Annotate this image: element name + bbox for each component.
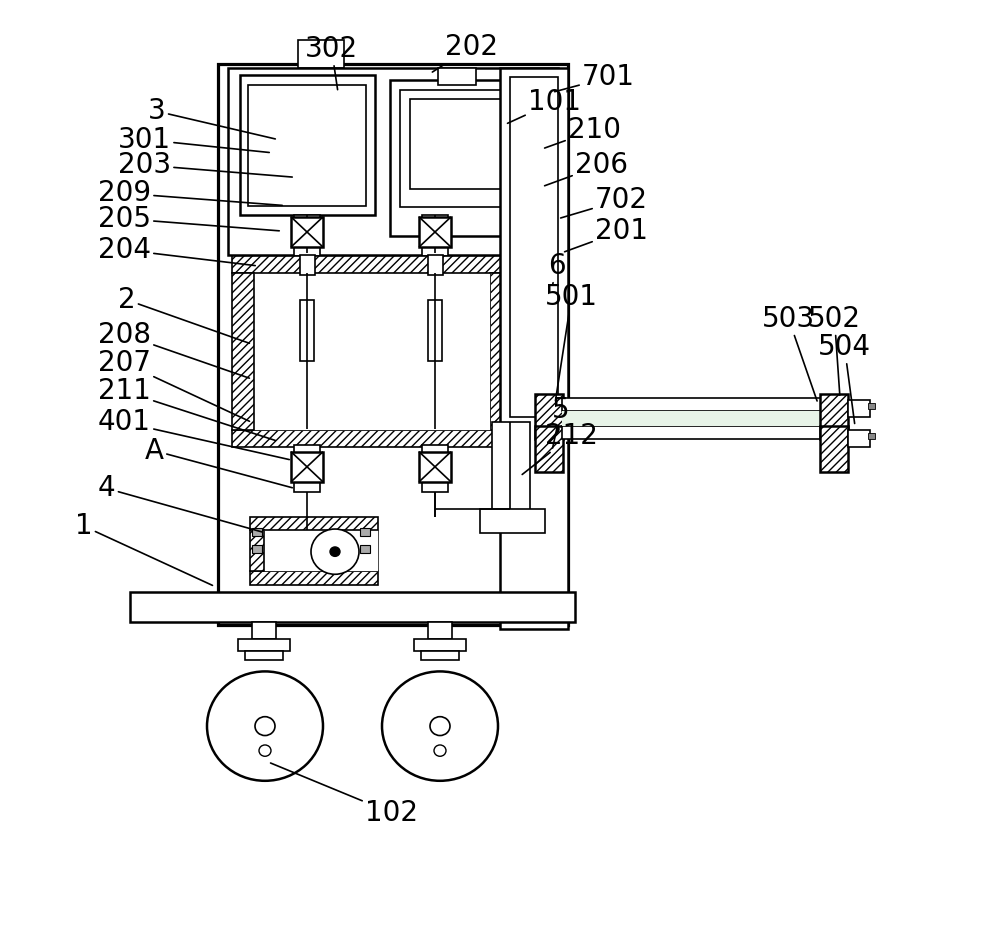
Bar bbox=[848, 430, 870, 447]
Bar bbox=[868, 433, 875, 439]
Bar bbox=[422, 445, 448, 458]
Bar bbox=[252, 545, 262, 553]
Bar bbox=[428, 255, 443, 275]
Bar bbox=[500, 68, 568, 629]
Bar bbox=[232, 430, 512, 447]
Bar bbox=[218, 64, 568, 625]
Circle shape bbox=[430, 717, 450, 736]
Bar bbox=[820, 394, 848, 439]
Text: 211: 211 bbox=[98, 377, 275, 440]
Bar bbox=[535, 426, 563, 472]
Text: 1: 1 bbox=[75, 512, 212, 586]
Text: 204: 204 bbox=[98, 236, 255, 266]
Bar bbox=[254, 273, 490, 430]
Text: 207: 207 bbox=[98, 349, 249, 422]
Bar bbox=[298, 40, 344, 68]
Bar bbox=[264, 530, 378, 571]
Text: 301: 301 bbox=[118, 125, 269, 154]
Text: 702: 702 bbox=[561, 186, 648, 218]
Bar bbox=[480, 509, 545, 533]
Text: 101: 101 bbox=[508, 88, 581, 124]
Text: A: A bbox=[145, 437, 292, 488]
Text: 502: 502 bbox=[808, 305, 861, 395]
Bar bbox=[130, 592, 575, 622]
Text: 4: 4 bbox=[98, 474, 262, 532]
Bar bbox=[390, 80, 535, 236]
Text: 504: 504 bbox=[818, 333, 871, 423]
Bar bbox=[428, 300, 442, 361]
Bar bbox=[232, 256, 512, 273]
Bar bbox=[228, 68, 558, 255]
Bar bbox=[820, 426, 848, 472]
Bar bbox=[294, 481, 320, 492]
Text: 102: 102 bbox=[271, 763, 418, 827]
Bar bbox=[250, 571, 378, 585]
Circle shape bbox=[382, 671, 498, 781]
Bar bbox=[414, 639, 466, 651]
Bar bbox=[438, 68, 476, 85]
Bar bbox=[422, 215, 448, 226]
Text: 6: 6 bbox=[548, 252, 566, 285]
Bar bbox=[360, 545, 370, 553]
Text: 209: 209 bbox=[98, 179, 282, 207]
Bar bbox=[492, 422, 530, 512]
Bar bbox=[562, 398, 822, 411]
Bar bbox=[300, 255, 315, 275]
Text: 401: 401 bbox=[98, 408, 289, 459]
Text: 201: 201 bbox=[565, 217, 648, 252]
Bar bbox=[848, 400, 870, 417]
Bar bbox=[360, 528, 370, 536]
Text: 302: 302 bbox=[305, 35, 358, 90]
Bar bbox=[250, 517, 378, 530]
Bar bbox=[294, 445, 320, 458]
Bar bbox=[400, 90, 525, 207]
Text: 210: 210 bbox=[545, 116, 621, 148]
Text: 208: 208 bbox=[98, 321, 249, 378]
Circle shape bbox=[259, 745, 271, 756]
Bar bbox=[510, 77, 558, 417]
Bar bbox=[291, 452, 323, 482]
Bar bbox=[419, 217, 451, 247]
Circle shape bbox=[434, 745, 446, 756]
Text: 202: 202 bbox=[432, 33, 498, 72]
Text: 203: 203 bbox=[118, 151, 292, 179]
Circle shape bbox=[330, 547, 340, 556]
Bar bbox=[238, 639, 290, 651]
Bar bbox=[294, 247, 320, 256]
Text: 5: 5 bbox=[552, 396, 570, 448]
Bar bbox=[232, 273, 254, 430]
Bar bbox=[562, 426, 822, 439]
Text: 212: 212 bbox=[522, 422, 598, 474]
Text: 206: 206 bbox=[545, 151, 628, 186]
Bar bbox=[562, 411, 822, 426]
Circle shape bbox=[255, 717, 275, 736]
Bar bbox=[422, 247, 448, 256]
Bar bbox=[252, 528, 262, 536]
Circle shape bbox=[311, 529, 359, 574]
Bar bbox=[422, 481, 448, 492]
Text: 2: 2 bbox=[118, 286, 249, 343]
Bar bbox=[535, 394, 563, 439]
Bar bbox=[250, 530, 264, 571]
Text: 701: 701 bbox=[555, 63, 635, 91]
Bar bbox=[410, 99, 515, 189]
Text: 503: 503 bbox=[762, 305, 817, 401]
Bar bbox=[291, 217, 323, 247]
Bar bbox=[294, 215, 320, 226]
Bar bbox=[419, 452, 451, 482]
Bar bbox=[248, 85, 366, 206]
Text: 205: 205 bbox=[98, 205, 279, 233]
Bar bbox=[300, 300, 314, 361]
Bar bbox=[421, 651, 459, 660]
Bar bbox=[868, 403, 875, 409]
Text: 501: 501 bbox=[545, 283, 598, 401]
Bar bbox=[252, 622, 276, 639]
Text: 3: 3 bbox=[148, 97, 275, 139]
Circle shape bbox=[207, 671, 323, 781]
Bar bbox=[428, 622, 452, 639]
Bar bbox=[490, 273, 512, 430]
Bar bbox=[245, 651, 283, 660]
Bar bbox=[240, 75, 375, 215]
